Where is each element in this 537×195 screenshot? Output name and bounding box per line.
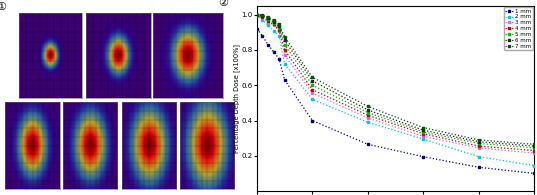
5 mm — [270, 21, 277, 24]
1 mm — [420, 156, 426, 158]
Line: 7 mm: 7 mm — [256, 13, 536, 146]
Line: 2 mm: 2 mm — [256, 13, 536, 167]
1 mm — [365, 143, 371, 145]
7 mm — [281, 35, 288, 38]
6 mm — [259, 14, 266, 17]
2 mm — [309, 98, 316, 101]
5 mm — [276, 27, 282, 29]
1 mm — [259, 35, 266, 37]
4 mm — [420, 133, 426, 135]
Line: 5 mm: 5 mm — [256, 13, 536, 149]
6 mm — [476, 141, 482, 143]
5 mm — [259, 15, 266, 18]
Line: 3 mm: 3 mm — [256, 13, 536, 155]
Legend: 1 mm, 2 mm, 3 mm, 4 mm, 5 mm, 6 mm, 7 mm: 1 mm, 2 mm, 3 mm, 4 mm, 5 mm, 6 mm, 7 mm — [504, 7, 533, 50]
4 mm — [309, 89, 316, 91]
7 mm — [265, 16, 271, 19]
4 mm — [259, 16, 266, 19]
7 mm — [365, 105, 371, 108]
7 mm — [476, 139, 482, 141]
7 mm — [270, 19, 277, 21]
6 mm — [253, 13, 260, 16]
1 mm — [281, 79, 288, 81]
5 mm — [420, 131, 426, 133]
4 mm — [476, 145, 482, 147]
1 mm — [309, 119, 316, 122]
2 mm — [365, 121, 371, 123]
Text: ①: ① — [0, 2, 6, 12]
4 mm — [531, 149, 537, 152]
Text: ②: ② — [218, 0, 228, 8]
Y-axis label: Percentage Depth Dose [x100%]: Percentage Depth Dose [x100%] — [234, 44, 240, 153]
1 mm — [276, 58, 282, 60]
6 mm — [531, 145, 537, 147]
7 mm — [276, 23, 282, 26]
4 mm — [276, 28, 282, 31]
2 mm — [253, 13, 260, 16]
7 mm — [420, 126, 426, 129]
2 mm — [265, 24, 271, 27]
5 mm — [365, 111, 371, 114]
7 mm — [259, 13, 266, 16]
3 mm — [365, 117, 371, 119]
1 mm — [253, 28, 260, 30]
5 mm — [253, 13, 260, 16]
2 mm — [531, 164, 537, 167]
4 mm — [270, 23, 277, 26]
6 mm — [309, 80, 316, 82]
4 mm — [265, 20, 271, 22]
4 mm — [281, 49, 288, 51]
2 mm — [420, 138, 426, 140]
2 mm — [270, 29, 277, 32]
6 mm — [420, 129, 426, 131]
3 mm — [531, 152, 537, 154]
6 mm — [281, 39, 288, 41]
2 mm — [281, 63, 288, 65]
7 mm — [531, 143, 537, 145]
2 mm — [259, 19, 266, 21]
5 mm — [281, 43, 288, 46]
2 mm — [276, 35, 282, 37]
4 mm — [253, 13, 260, 16]
1 mm — [265, 43, 271, 46]
1 mm — [270, 51, 277, 53]
3 mm — [276, 29, 282, 32]
5 mm — [531, 147, 537, 149]
3 mm — [309, 92, 316, 94]
6 mm — [270, 20, 277, 23]
3 mm — [265, 20, 271, 23]
5 mm — [265, 18, 271, 20]
3 mm — [259, 17, 266, 19]
3 mm — [420, 135, 426, 138]
7 mm — [309, 76, 316, 78]
1 mm — [476, 166, 482, 168]
Line: 1 mm: 1 mm — [256, 27, 536, 175]
3 mm — [253, 13, 260, 16]
1 mm — [531, 172, 537, 175]
3 mm — [476, 147, 482, 149]
Line: 6 mm: 6 mm — [256, 13, 536, 147]
2 mm — [476, 156, 482, 158]
5 mm — [309, 84, 316, 86]
Line: 4 mm: 4 mm — [256, 13, 536, 152]
3 mm — [270, 24, 277, 27]
6 mm — [365, 109, 371, 111]
6 mm — [276, 25, 282, 27]
5 mm — [476, 142, 482, 145]
4 mm — [365, 114, 371, 116]
3 mm — [281, 54, 288, 56]
6 mm — [265, 17, 271, 19]
7 mm — [253, 13, 260, 16]
